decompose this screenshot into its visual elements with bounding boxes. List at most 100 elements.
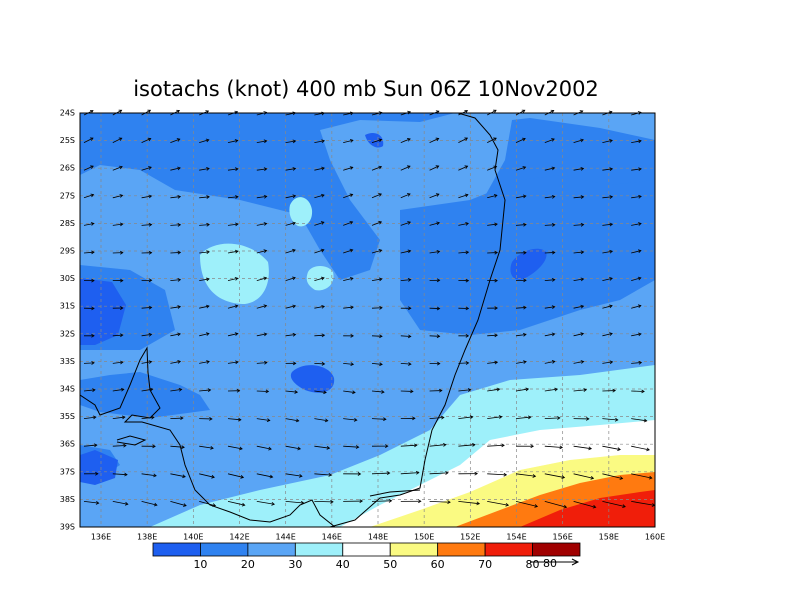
- wind-arrowhead: [234, 304, 239, 309]
- wind-arrowhead: [206, 360, 210, 364]
- lat-label: 29S: [60, 247, 75, 256]
- wind-vector: [83, 137, 94, 143]
- wind-vector: [314, 221, 325, 226]
- wind-vector: [285, 249, 296, 254]
- wind-arrowhead: [263, 332, 268, 337]
- colorbar-label: 30: [288, 558, 302, 571]
- wind-arrowhead: [563, 504, 568, 509]
- wind-arrowhead: [264, 360, 268, 365]
- wind-arrowhead: [235, 195, 239, 199]
- wind-vector: [170, 417, 183, 419]
- wind-arrowhead: [464, 193, 469, 198]
- colorbar-label: 60: [431, 558, 445, 571]
- wind-arrowhead: [447, 500, 451, 505]
- wind-vector: [343, 194, 353, 199]
- colorbar-box: [484, 542, 533, 557]
- wind-arrowhead: [177, 360, 182, 364]
- wind-arrowhead: [464, 109, 469, 114]
- wind-arrowhead: [388, 498, 393, 503]
- wind-arrowhead: [580, 332, 585, 336]
- wind-vector: [515, 416, 531, 419]
- wind-vector: [227, 140, 238, 143]
- wind-vector: [141, 306, 152, 309]
- wind-arrowhead: [580, 222, 585, 227]
- wind-vector: [602, 168, 613, 171]
- wind-arrowhead: [239, 446, 243, 451]
- wind-vector: [458, 389, 471, 392]
- colorbar-label: 70: [478, 558, 492, 571]
- wind-arrowhead: [381, 390, 385, 394]
- lat-label: 28S: [60, 219, 75, 228]
- wind-vector: [112, 194, 123, 199]
- wind-arrowhead: [494, 250, 498, 255]
- lon-label: 136E: [91, 533, 111, 542]
- wind-vector: [631, 445, 650, 451]
- lat-label: 36S: [60, 440, 75, 449]
- wind-arrowhead: [494, 222, 498, 227]
- wind-arrowhead: [494, 278, 498, 283]
- colorbar: 10 20 30 40 50 60 70 80: [152, 542, 581, 571]
- wind-arrowhead: [522, 137, 526, 142]
- wind-vector: [199, 389, 211, 392]
- wind-arrowhead: [637, 276, 642, 281]
- lat-label: 35S: [60, 412, 75, 421]
- wind-arrowhead: [637, 111, 642, 115]
- wind-arrowhead: [210, 446, 214, 450]
- wind-vector: [371, 500, 392, 502]
- wind-vector: [487, 166, 497, 171]
- wind-arrowhead: [350, 362, 355, 367]
- wind-vector: [256, 223, 267, 226]
- wind-arrowhead: [90, 165, 94, 169]
- wind-vector: [170, 306, 181, 309]
- wind-vector: [573, 251, 584, 254]
- wind-arrowhead: [494, 306, 498, 310]
- wind-arrowhead: [592, 504, 597, 509]
- wind-arrowhead: [321, 333, 326, 338]
- wind-vector: [429, 222, 440, 226]
- wind-vector: [573, 168, 584, 171]
- wind-vector: [256, 390, 269, 392]
- colorbar-box: [247, 542, 296, 557]
- lat-label: 38S: [60, 495, 75, 504]
- wind-arrowhead: [177, 166, 181, 171]
- wind-arrowhead: [120, 278, 124, 283]
- wind-arrowhead: [643, 418, 648, 423]
- wind-arrowhead: [352, 390, 356, 395]
- wind-arrowhead: [493, 137, 497, 141]
- wind-vector: [602, 501, 626, 508]
- wind-arrowhead: [551, 194, 556, 199]
- wind-arrowhead: [378, 138, 383, 143]
- wind-arrowhead: [551, 278, 556, 282]
- wind-vector: [429, 251, 440, 254]
- wind-vector: [487, 473, 507, 476]
- wind-arrowhead: [119, 250, 124, 255]
- wind-vector: [573, 361, 584, 364]
- wind-arrowhead: [349, 276, 354, 281]
- wind-vector: [544, 279, 555, 281]
- wind-vector: [314, 167, 325, 171]
- wind-arrowhead: [496, 387, 501, 392]
- wind-arrowhead: [92, 388, 96, 392]
- wind-arrowhead: [91, 306, 95, 311]
- wind-vector: [199, 473, 215, 478]
- wind-vector: [487, 416, 502, 419]
- wind-vector: [141, 361, 152, 364]
- wind-arrowhead: [378, 277, 383, 282]
- wind-arrowhead: [580, 304, 585, 309]
- wind-vector: [227, 223, 238, 226]
- wind-vector: [631, 418, 647, 422]
- wind-vector: [631, 223, 642, 226]
- wind-vector: [544, 417, 560, 419]
- wind-arrowhead: [384, 444, 389, 448]
- wind-arrowhead: [119, 222, 124, 227]
- wind-arrowhead: [494, 360, 499, 365]
- wind-vector: [429, 193, 440, 199]
- wind-vector: [314, 473, 332, 476]
- wind-vector: [141, 388, 153, 392]
- wind-arrowhead: [211, 474, 215, 479]
- wind-arrowhead: [440, 415, 445, 420]
- wind-vector: [199, 251, 210, 254]
- wind-arrowhead: [465, 222, 469, 226]
- colorbar-box: [437, 542, 486, 557]
